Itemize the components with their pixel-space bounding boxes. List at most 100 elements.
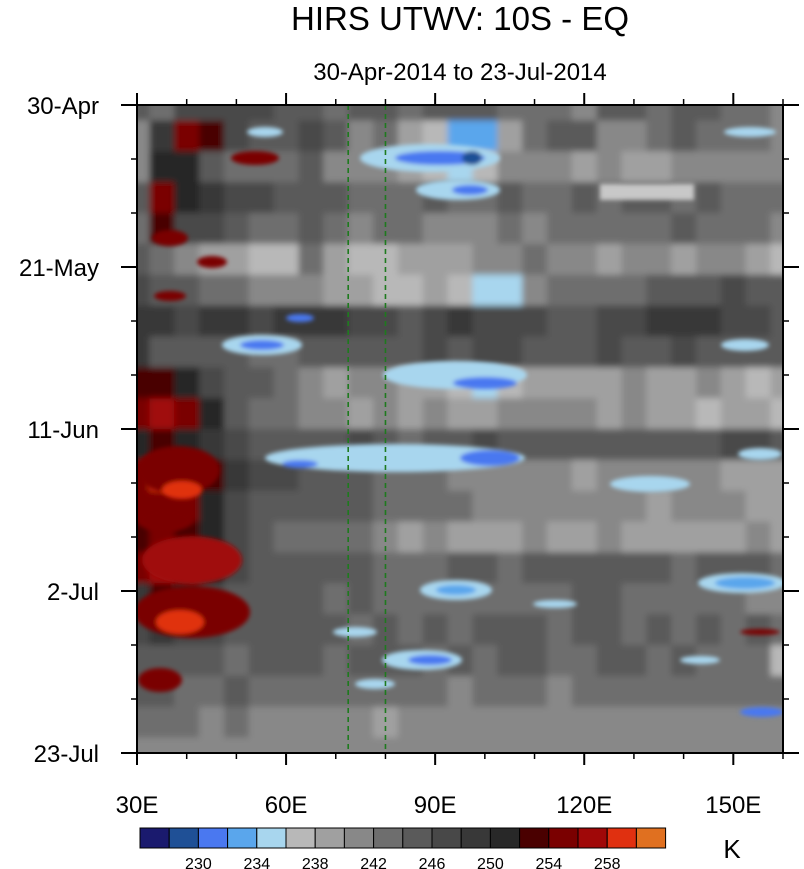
colorbar-box bbox=[168, 827, 199, 849]
heatmap-cell bbox=[720, 213, 747, 245]
heatmap-cell bbox=[546, 120, 573, 152]
heatmap-cell bbox=[696, 675, 722, 708]
heatmap-cell bbox=[571, 737, 598, 753]
heatmap-cell bbox=[671, 213, 697, 245]
heatmap-cell bbox=[348, 706, 374, 739]
heatmap-cell bbox=[621, 105, 647, 122]
heatmap-cell bbox=[571, 105, 598, 122]
x-tick-label: 120E bbox=[556, 792, 612, 819]
heatmap-cell bbox=[348, 490, 374, 523]
colorbar-label: 238 bbox=[302, 856, 329, 869]
warm-patch bbox=[231, 151, 279, 165]
cool-patch bbox=[240, 340, 284, 350]
heatmap-cell bbox=[497, 614, 523, 646]
heatmap-cell bbox=[422, 274, 449, 307]
heatmap-cell bbox=[621, 614, 647, 646]
heatmap-cell bbox=[720, 614, 747, 646]
heatmap-cell bbox=[472, 274, 498, 307]
heatmap-cell bbox=[546, 521, 573, 554]
heatmap-cell bbox=[149, 336, 175, 368]
heatmap-cell bbox=[298, 336, 324, 368]
heatmap-cell bbox=[671, 490, 697, 523]
heatmap-cell bbox=[199, 398, 225, 430]
heatmap-cell bbox=[646, 645, 672, 677]
heatmap-cell bbox=[223, 105, 250, 122]
heatmap-cell bbox=[546, 274, 573, 307]
heatmap-cell bbox=[323, 706, 349, 739]
heatmap-cell bbox=[497, 182, 523, 214]
heatmap-cell bbox=[137, 737, 151, 753]
heatmap-cell bbox=[671, 120, 697, 152]
heatmap-cell bbox=[571, 614, 598, 646]
heatmap-cell bbox=[137, 521, 151, 554]
heatmap-cell bbox=[137, 706, 151, 739]
heatmap-cell bbox=[248, 213, 275, 245]
heatmap-cell bbox=[472, 243, 498, 276]
colorbar-unit-label: K bbox=[723, 834, 741, 864]
heatmap-cell bbox=[720, 367, 747, 399]
heatmap-cell bbox=[323, 274, 349, 307]
heatmap-cell bbox=[323, 367, 349, 399]
heatmap-cell bbox=[696, 490, 722, 523]
heatmap-cell bbox=[373, 213, 399, 245]
heatmap-cell bbox=[199, 213, 225, 245]
heatmap-cell bbox=[248, 583, 275, 615]
heatmap-cell bbox=[745, 645, 772, 677]
heatmap-cell bbox=[646, 336, 672, 368]
heatmap-cell bbox=[137, 213, 151, 245]
heatmap-cell bbox=[199, 737, 225, 753]
heatmap-cell bbox=[137, 105, 151, 122]
colorbar-box bbox=[227, 827, 258, 849]
heatmap-cell bbox=[646, 105, 672, 122]
heatmap-cell bbox=[621, 645, 647, 677]
heatmap-cell bbox=[223, 429, 250, 461]
heatmap-cell bbox=[596, 645, 623, 677]
heatmap-cell bbox=[323, 336, 349, 368]
heatmap-cell bbox=[596, 213, 623, 245]
heatmap-cell bbox=[323, 243, 349, 276]
heatmap-cell bbox=[522, 583, 548, 615]
heatmap-cell bbox=[298, 645, 324, 677]
heatmap-cell bbox=[571, 151, 598, 183]
heatmap-cell bbox=[273, 706, 300, 739]
heatmap-cell bbox=[671, 614, 697, 646]
cool-patch bbox=[610, 476, 690, 492]
colorbar-box bbox=[256, 827, 287, 849]
heatmap-cell bbox=[596, 151, 623, 183]
heatmap-cell bbox=[696, 398, 722, 430]
heatmap-cell bbox=[422, 243, 449, 276]
heatmap-cell bbox=[348, 583, 374, 615]
heatmap-cell bbox=[621, 490, 647, 523]
heatmap-cell bbox=[273, 105, 300, 122]
heatmap-cell bbox=[447, 305, 474, 338]
heatmap-cell bbox=[422, 552, 449, 584]
heatmap-cell bbox=[273, 675, 300, 708]
heatmap-cell bbox=[522, 552, 548, 584]
heatmap-cell bbox=[646, 243, 672, 276]
heatmap-cell bbox=[522, 182, 548, 214]
heatmap-cell bbox=[720, 459, 747, 492]
contour-features bbox=[137, 127, 783, 717]
heatmap-cell bbox=[447, 737, 474, 753]
heatmap-cell bbox=[596, 367, 623, 399]
heatmap-cell bbox=[596, 398, 623, 430]
heatmap-cell bbox=[137, 120, 151, 152]
heatmap-cell bbox=[174, 274, 200, 307]
heatmap-cell bbox=[149, 305, 175, 338]
heatmap-cell bbox=[273, 614, 300, 646]
heatmap-cell bbox=[199, 336, 225, 368]
cool-patch bbox=[453, 377, 517, 389]
heatmap-cell bbox=[137, 151, 151, 183]
heatmap-cell bbox=[745, 675, 772, 708]
heatmap-cell bbox=[671, 367, 697, 399]
cool-patch bbox=[355, 679, 395, 689]
heatmap-cell bbox=[248, 459, 275, 492]
colorbar-label: 234 bbox=[243, 856, 270, 869]
heatmap-cell bbox=[199, 706, 225, 739]
y-tick-label: 21-May bbox=[19, 255, 99, 282]
heatmap-cell bbox=[223, 737, 250, 753]
heatmap-cell bbox=[770, 583, 783, 615]
heatmap-cell bbox=[348, 274, 374, 307]
heatmap-cell bbox=[571, 552, 598, 584]
heatmap-cell bbox=[571, 120, 598, 152]
